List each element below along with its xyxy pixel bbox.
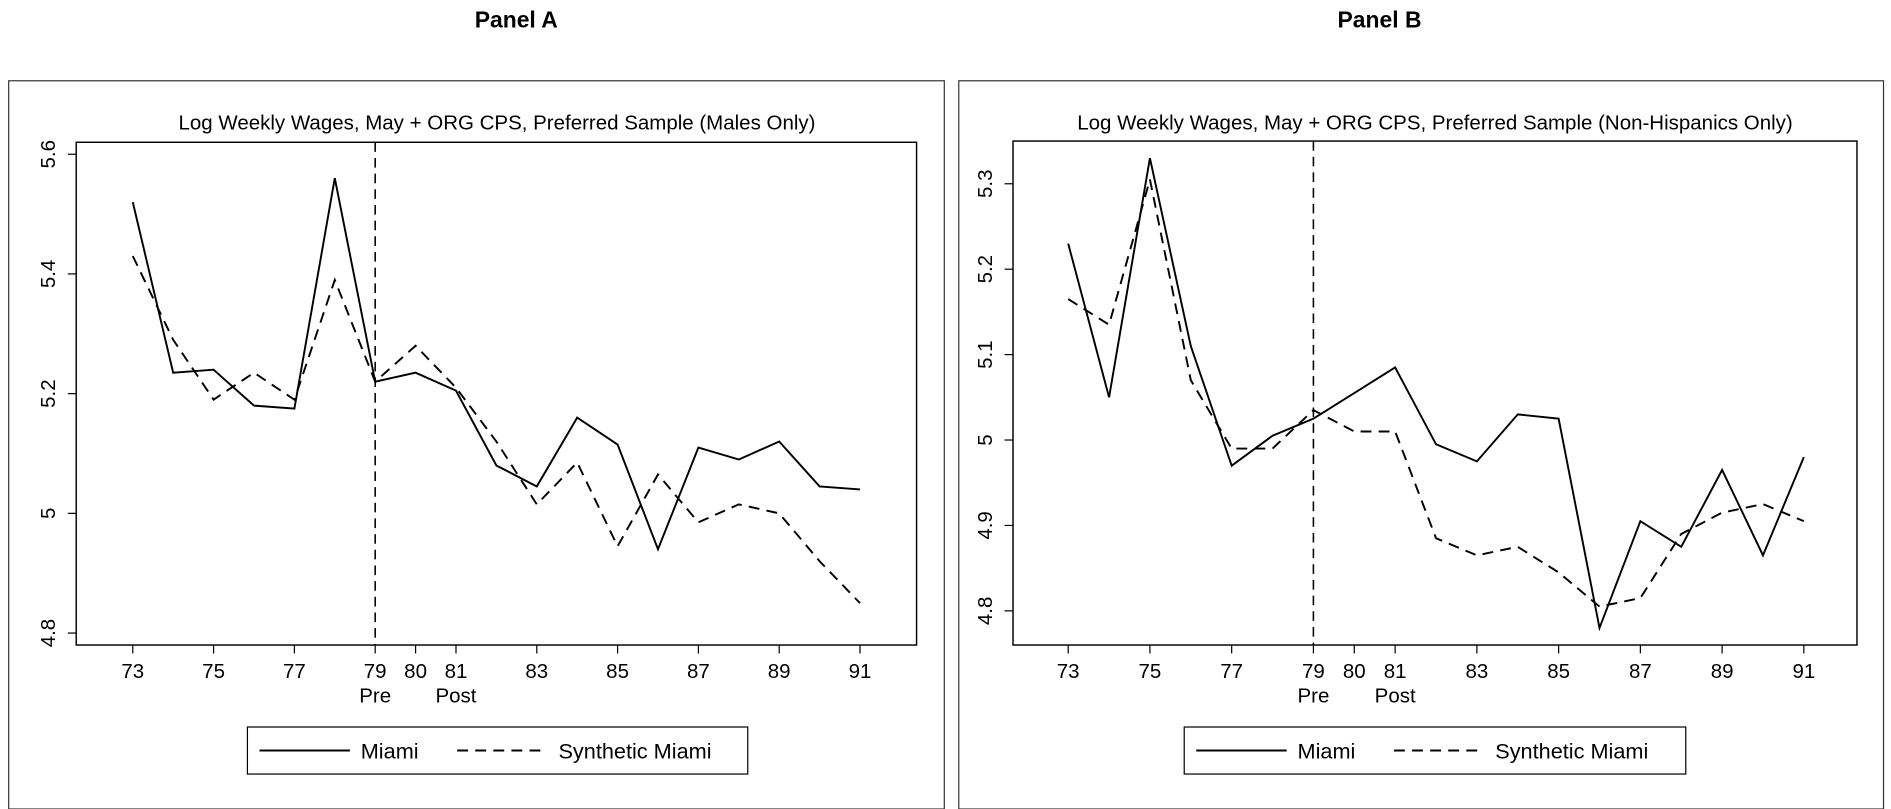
- y-tick-label: 4.8: [37, 619, 60, 647]
- x-tick-label: 85: [1547, 660, 1570, 683]
- x-tick-label: 91: [849, 660, 872, 683]
- x-tick-label: 85: [606, 660, 629, 683]
- y-tick-label: 5.4: [37, 260, 60, 288]
- panel-frame: [8, 80, 945, 809]
- data-line: [1067, 157, 1805, 632]
- x-tick-label: 89: [1711, 660, 1734, 683]
- x-tick-label: 80: [404, 660, 427, 683]
- x-tick-label: 75: [202, 660, 225, 683]
- x-tick-label: 91: [1792, 660, 1815, 683]
- y-tick-label: 5.2: [37, 379, 60, 407]
- x-annotation: Pre: [1297, 684, 1329, 707]
- legend-label: Synthetic Miami: [1495, 739, 1648, 764]
- x-tick-label: 79: [1302, 660, 1325, 683]
- panel-label: Panel A: [475, 7, 558, 33]
- x-tick-label: 81: [445, 660, 468, 683]
- plot-area: [1012, 140, 1858, 646]
- y-tick-label: 5: [37, 508, 60, 519]
- x-tick-label: 73: [121, 660, 144, 683]
- x-annotation: Post: [1375, 684, 1416, 707]
- y-tick-label: 5.3: [974, 170, 997, 198]
- x-tick-label: 81: [1384, 660, 1407, 683]
- legend-label: Synthetic Miami: [558, 739, 711, 764]
- x-tick-label: 87: [1629, 660, 1652, 683]
- panel-label: Panel B: [1338, 7, 1422, 33]
- chart-title: Log Weekly Wages, May + ORG CPS, Preferr…: [179, 112, 816, 135]
- data-line: [1067, 179, 1805, 608]
- x-annotation: Pre: [359, 684, 391, 707]
- x-tick-label: 80: [1343, 660, 1366, 683]
- y-tick-label: 5: [974, 434, 997, 445]
- data-line: [131, 255, 861, 604]
- x-tick-label: 79: [364, 660, 387, 683]
- x-tick-label: 75: [1139, 660, 1162, 683]
- legend-label: Miami: [361, 739, 419, 764]
- x-tick-label: 89: [768, 660, 791, 683]
- x-tick-label: 73: [1057, 660, 1080, 683]
- panel-frame: [958, 80, 1885, 809]
- y-tick-label: 5.1: [974, 340, 997, 368]
- x-annotation: Post: [435, 684, 476, 707]
- y-tick-label: 4.9: [974, 511, 997, 539]
- legend-label: Miami: [1298, 739, 1356, 764]
- y-tick-label: 4.8: [974, 597, 997, 625]
- x-tick-label: 83: [1465, 660, 1488, 683]
- x-tick-label: 83: [525, 660, 548, 683]
- y-tick-label: 5.2: [974, 255, 997, 283]
- data-line: [131, 177, 861, 552]
- x-tick-label: 77: [283, 660, 306, 683]
- plot-area: [75, 141, 918, 646]
- chart-title: Log Weekly Wages, May + ORG CPS, Preferr…: [1077, 112, 1792, 135]
- x-tick-label: 77: [1220, 660, 1243, 683]
- x-tick-label: 87: [687, 660, 710, 683]
- y-tick-label: 5.6: [37, 140, 60, 168]
